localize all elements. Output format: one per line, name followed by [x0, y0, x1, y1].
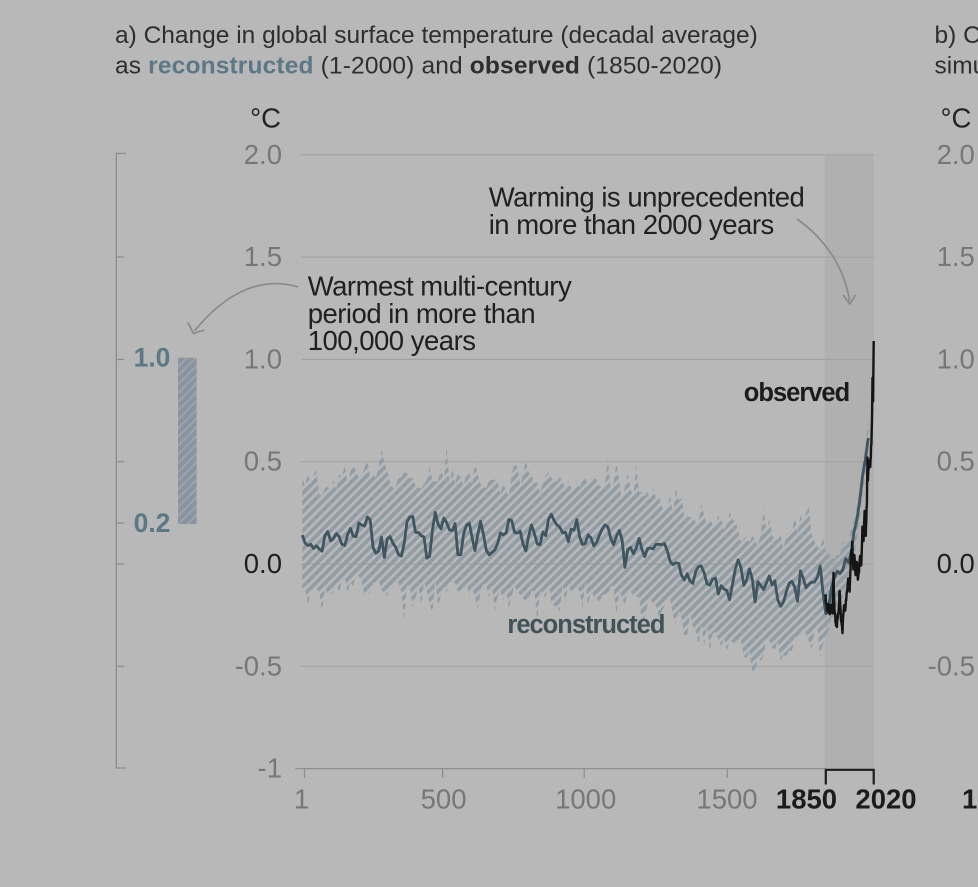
svg-text:period in more than: period in more than: [308, 298, 535, 329]
svg-text:Warming is unprecedented: Warming is unprecedented: [489, 182, 805, 213]
svg-text:simulated using human & natura: simulated using human & natural and only…: [935, 53, 978, 80]
svg-text:1500: 1500: [696, 784, 757, 815]
svg-text:1850: 1850: [776, 784, 837, 815]
svg-text:observed: observed: [744, 379, 849, 407]
svg-text:2.0: 2.0: [244, 139, 282, 170]
svg-text:as reconstructed (1-2000) and: as reconstructed (1-2000) and observed (…: [115, 53, 722, 80]
svg-text:b) Change in global surface te: b) Change in global surface temperature …: [935, 22, 978, 49]
svg-text:1.0: 1.0: [244, 343, 282, 374]
svg-text:-1: -1: [258, 753, 282, 784]
svg-text:100,000 years: 100,000 years: [308, 325, 476, 356]
svg-text:Warmest multi-century: Warmest multi-century: [308, 271, 572, 302]
svg-text:reconstructed: reconstructed: [507, 611, 664, 639]
svg-text:-0.5: -0.5: [235, 650, 282, 681]
svg-text:500: 500: [421, 784, 467, 815]
svg-text:1.0: 1.0: [134, 343, 171, 373]
svg-text:2020: 2020: [855, 784, 916, 815]
svg-text:1.0: 1.0: [937, 343, 975, 374]
svg-text:1.5: 1.5: [244, 241, 282, 272]
svg-text:2.0: 2.0: [937, 139, 975, 170]
svg-text:0.0: 0.0: [937, 548, 975, 579]
svg-text:a) Change in global surface te: a) Change in global surface temperature …: [115, 22, 758, 49]
svg-text:°C: °C: [250, 103, 281, 134]
svg-text:0.5: 0.5: [937, 446, 975, 477]
svg-text:in more than 2000 years: in more than 2000 years: [489, 209, 774, 240]
svg-text:1.5: 1.5: [937, 241, 975, 272]
svg-text:1: 1: [294, 784, 309, 815]
svg-text:-0.5: -0.5: [928, 650, 975, 681]
svg-text:0.2: 0.2: [134, 508, 171, 538]
svg-text:°C: °C: [941, 103, 972, 134]
svg-text:1000: 1000: [555, 784, 616, 815]
svg-text:1850: 1850: [962, 784, 978, 815]
svg-text:0.0: 0.0: [244, 548, 282, 579]
svg-text:0.5: 0.5: [244, 446, 282, 477]
